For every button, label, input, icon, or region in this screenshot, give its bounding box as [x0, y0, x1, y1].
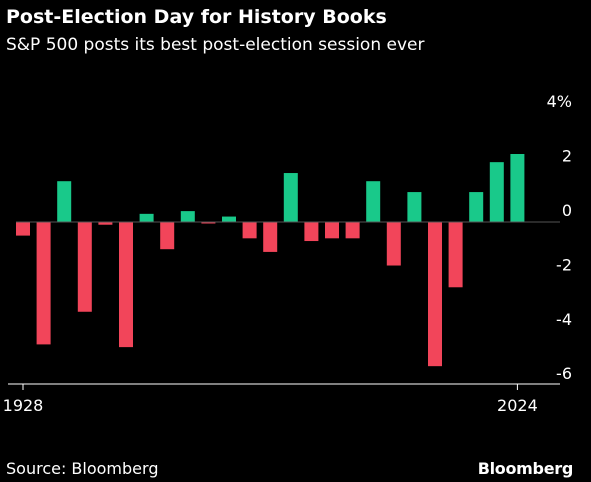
y-tick-label: 2 — [562, 147, 572, 166]
bar-1972 — [242, 222, 257, 239]
bar-1928 — [16, 222, 30, 236]
bar-1996 — [366, 181, 381, 222]
bar-1960 — [180, 211, 195, 222]
bar-1976 — [263, 222, 278, 252]
x-tick-label: 2024 — [497, 396, 538, 415]
bloomberg-logo: Bloomberg — [477, 459, 574, 478]
bar-2020 — [489, 162, 504, 222]
bar-1932 — [36, 222, 51, 345]
bar-1968 — [222, 216, 236, 222]
bar-1992 — [345, 222, 360, 239]
chart-title: Post-Election Day for History Books — [6, 6, 387, 28]
y-tick-label: -6 — [556, 364, 572, 383]
bar-1952 — [139, 213, 154, 222]
bar-2004 — [407, 192, 422, 222]
y-tick-label: -2 — [556, 255, 572, 274]
bar-2000 — [386, 222, 401, 266]
bar-1980 — [283, 173, 298, 222]
bar-1940 — [77, 222, 92, 312]
axes — [8, 221, 560, 385]
bar-1948 — [119, 222, 133, 348]
y-tick-label: 0 — [562, 201, 572, 220]
bar-2024 — [510, 154, 525, 222]
bar-1964 — [201, 222, 216, 224]
source-note: Source: Bloomberg — [6, 459, 159, 478]
bar-2012 — [448, 222, 463, 288]
bar-series — [16, 154, 525, 367]
bar-2008 — [428, 222, 442, 367]
bar-1988 — [325, 222, 339, 239]
y-axis-ticks: 4% 2 0 -2 -4 -6 — [547, 92, 572, 383]
bar-1984 — [304, 222, 319, 242]
bar-1936 — [57, 181, 72, 222]
bar-2016 — [469, 192, 484, 222]
bar-1956 — [160, 222, 175, 250]
y-tick-label: 4% — [547, 92, 572, 111]
bar-1944 — [98, 222, 113, 225]
x-tick-label: 1928 — [3, 396, 44, 415]
y-tick-label: -4 — [556, 310, 572, 329]
x-axis-ticks: 1928 2024 — [3, 384, 538, 415]
chart-subtitle: S&P 500 posts its best post-election ses… — [6, 35, 425, 55]
